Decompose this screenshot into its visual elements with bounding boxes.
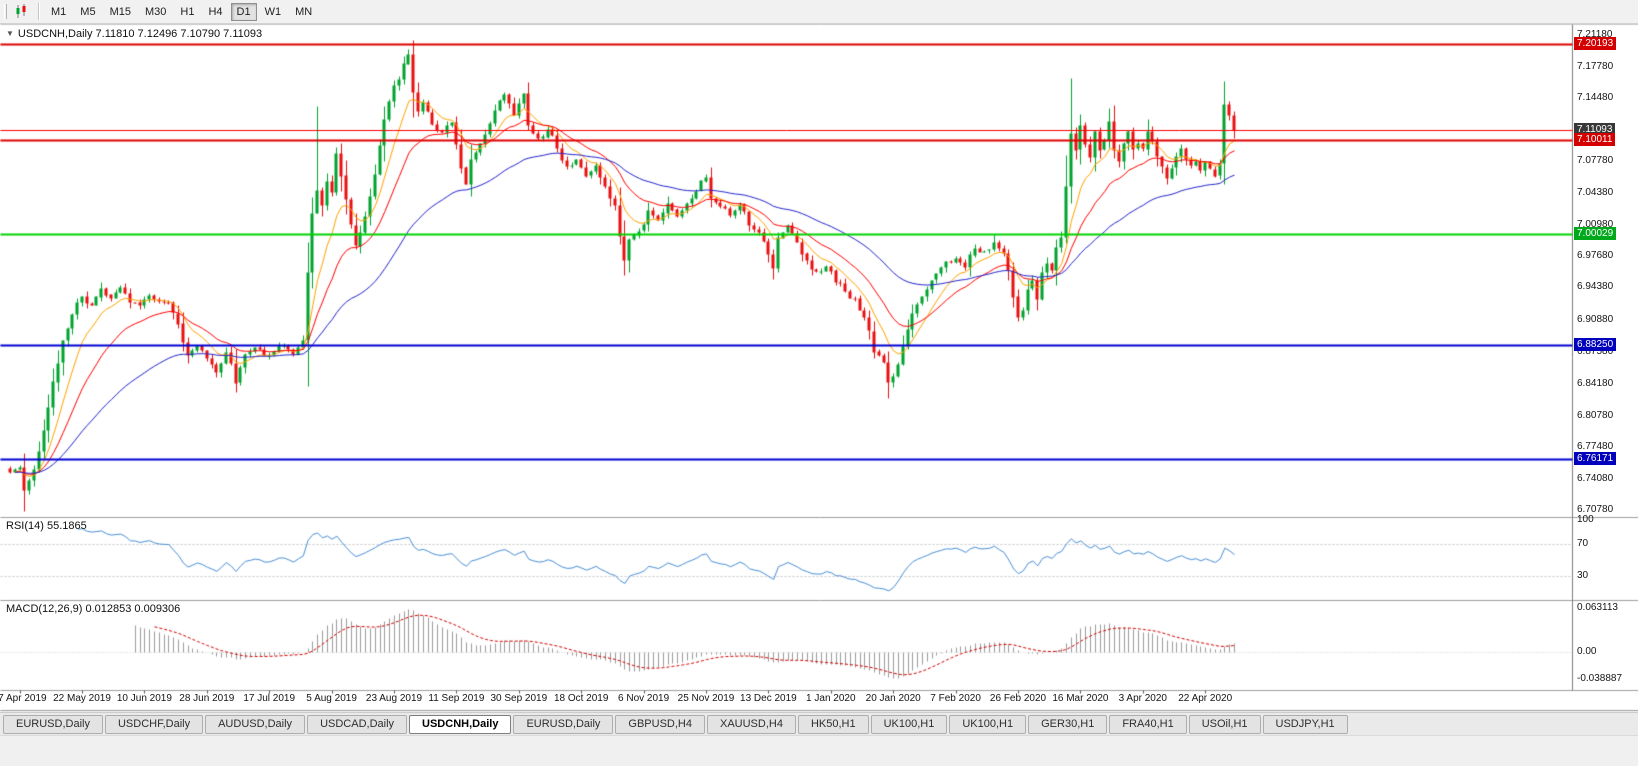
chart-tab-fra40-h1[interactable]: FRA40,H1 (1109, 714, 1187, 734)
chart-tab-eurusd-daily[interactable]: EURUSD,Daily (513, 714, 614, 734)
timeframe-button-h1[interactable]: H1 (180, 5, 195, 18)
timeframe-button-mn[interactable]: MN (295, 5, 313, 18)
status-bar (0, 735, 1638, 766)
timeframe-button-w1[interactable]: W1 (264, 5, 282, 18)
chart-tab-hk50-h1[interactable]: HK50,H1 (797, 714, 869, 734)
timeframe-toolbar: M1 M5 M15 M30 H1 H4 D1 W1 MN (0, 0, 1638, 24)
toolbar-grip[interactable] (4, 4, 7, 19)
chart-tab-usdchf-daily[interactable]: USDCHF,Daily (104, 714, 204, 734)
chart-tab-uk100-h1[interactable]: UK100,H1 (949, 714, 1027, 734)
chart-tab-usdcnh-daily[interactable]: USDCNH,Daily (409, 714, 512, 734)
chart-tab-eurusd-daily[interactable]: EURUSD,Daily (3, 714, 103, 734)
chart-tab-gbpusd-h4[interactable]: GBPUSD,H4 (615, 714, 705, 734)
timeframe-button-m15[interactable]: M15 (109, 5, 131, 18)
chart-tab-audusd-daily[interactable]: AUDUSD,Daily (205, 714, 306, 734)
timeframe-button-h4[interactable]: H4 (208, 5, 223, 18)
timeframe-button-m5[interactable]: M5 (80, 5, 96, 18)
chart-tab-ger30-h1[interactable]: GER30,H1 (1028, 714, 1108, 734)
chart-tab-usdcad-daily[interactable]: USDCAD,Daily (307, 714, 408, 734)
chart-tabs: EURUSD,Daily USDCHF,Daily AUDUSD,Daily USDC… (0, 712, 1638, 735)
chart-tab-usoil-h1[interactable]: USOil,H1 (1188, 714, 1261, 734)
timeframe-button-m30[interactable]: M30 (144, 5, 167, 18)
timeframe-buttons: M1 M5 M15 M30 H1 H4 D1 W1 MN (44, 2, 319, 21)
timeframe-button-d1[interactable]: D1 (230, 2, 257, 21)
chart-tab-uk100-h1[interactable]: UK100,H1 (870, 714, 948, 734)
chart-tab-xauusd-h4[interactable]: XAUUSD,H4 (706, 714, 796, 734)
toolbar-separator (38, 3, 39, 20)
price-chart-canvas[interactable] (0, 0, 1638, 712)
timeframe-button-m1[interactable]: M1 (51, 5, 67, 18)
chart-tab-usdjpy-h1[interactable]: USDJPY,H1 (1262, 714, 1348, 734)
candlestick-chart-icon[interactable] (11, 2, 33, 21)
